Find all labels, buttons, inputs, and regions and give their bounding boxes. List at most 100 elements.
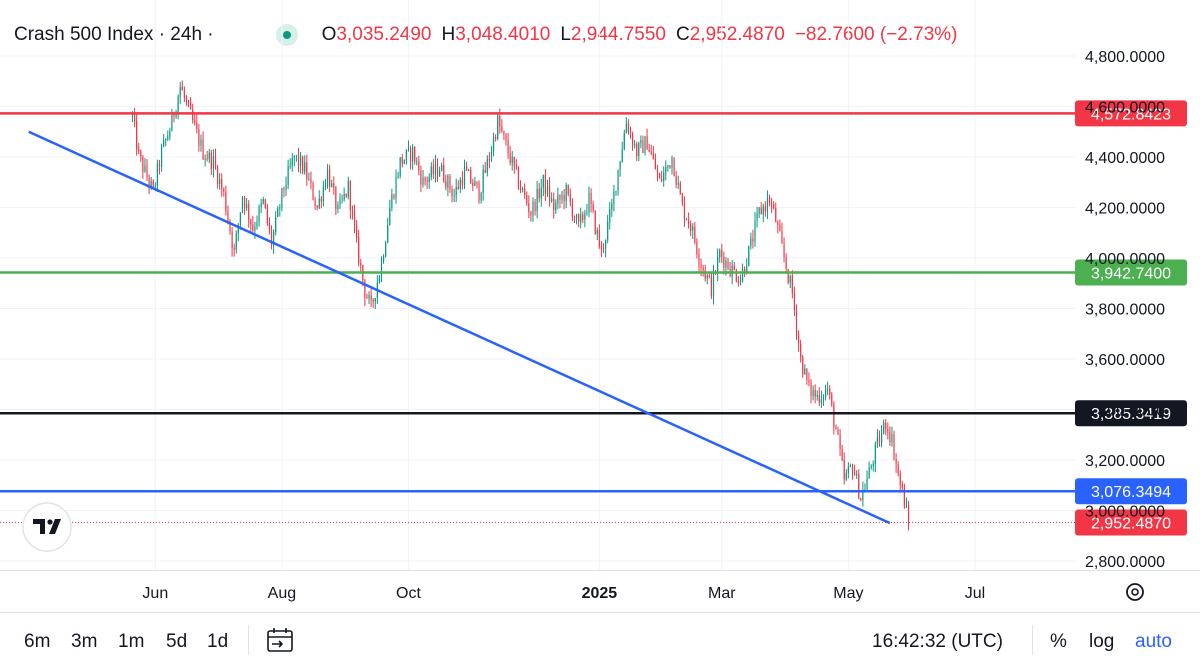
candle-body [723, 256, 725, 268]
candle-body [187, 101, 190, 103]
candle-body [501, 126, 503, 132]
candle-body [356, 225, 358, 237]
candle-body [505, 134, 507, 141]
range-3m-button[interactable]: 3m [71, 631, 98, 652]
candle-body [515, 165, 517, 168]
candle-body [739, 281, 742, 283]
candle-body [399, 157, 401, 177]
candle-body [403, 159, 405, 164]
trend-line[interactable] [28, 130, 891, 525]
price-label-badge [1075, 400, 1187, 427]
candle-body [488, 159, 490, 161]
candle-body [364, 280, 366, 298]
candle-body [329, 169, 331, 187]
candle-body [181, 86, 183, 91]
range-1m-button[interactable]: 1m [118, 631, 145, 652]
candle-body [530, 211, 532, 216]
candle-body [725, 260, 727, 268]
candle-body [694, 226, 696, 243]
candle-body [133, 113, 136, 122]
price-label-badge [1075, 478, 1187, 505]
candle-body [432, 166, 434, 175]
candle-body [744, 268, 746, 273]
auto-scale-toggle[interactable]: auto [1135, 631, 1172, 652]
market-status-icon [275, 24, 298, 46]
candle-body [546, 185, 549, 194]
candle-body [297, 155, 300, 166]
candle-body [225, 191, 227, 212]
candle-body [555, 202, 557, 211]
candle-body [812, 390, 814, 396]
candle-body [397, 176, 399, 178]
candle-body [584, 213, 586, 220]
candle-body [171, 112, 173, 132]
candle-body [380, 261, 383, 277]
candle-body [275, 216, 277, 232]
candle-body [492, 137, 495, 152]
range-5d-button[interactable]: 5d [166, 631, 188, 652]
candle-body [140, 151, 142, 157]
candle-body [619, 161, 621, 170]
candle-body [856, 473, 858, 476]
candle-body [441, 165, 443, 171]
chart-legend: Crash 500 Index · 24h · O 3,035.2490 H 3,0… [14, 22, 958, 48]
calendar-goto-icon[interactable] [266, 627, 296, 655]
candle-body [638, 143, 640, 156]
candle-body [302, 156, 304, 173]
range-6m-button[interactable]: 6m [24, 631, 51, 652]
log-scale-toggle[interactable]: log [1089, 631, 1115, 652]
candle-body [777, 221, 779, 225]
price-axis: 4,800.0000 4,600.0000 4,400.0000 4,200.0000… [1085, 49, 1165, 571]
candle-body [878, 437, 881, 443]
candle-body [640, 140, 642, 144]
symbol-title[interactable]: Crash 500 Index · 24h · [14, 24, 214, 45]
candle-body [470, 170, 472, 183]
candle-body [899, 473, 901, 485]
range-1d-button[interactable]: 1d [207, 631, 229, 652]
candle-body [378, 276, 381, 283]
candle-body [482, 169, 484, 193]
candle-body [897, 464, 899, 474]
candle-body [243, 196, 246, 209]
candle-body [795, 310, 798, 334]
candle-body [177, 96, 179, 113]
candle-body [461, 179, 464, 185]
candle-body [347, 181, 349, 197]
candle-body [561, 194, 563, 200]
candle-body [891, 434, 893, 442]
candle-body [248, 204, 250, 220]
candle-body [542, 174, 544, 188]
candle-body [860, 498, 862, 501]
candle-body [324, 186, 327, 188]
candle-body [652, 153, 654, 159]
candle-body [721, 250, 723, 257]
low-value: 2,944.7550 [570, 24, 666, 45]
candle-body [748, 245, 750, 267]
candle-body [281, 188, 283, 208]
price-label-text: 3,942.7400 [1091, 265, 1171, 282]
candle-body [233, 248, 235, 250]
candle-body [163, 140, 165, 147]
candle-body [223, 188, 225, 192]
clock-timezone[interactable]: 16:42:32 (UTC) [872, 631, 1003, 652]
candle-body [820, 398, 822, 403]
candle-body [131, 113, 134, 117]
candle-body [262, 199, 264, 204]
candle-body [414, 146, 416, 162]
candle-body [586, 212, 588, 214]
candle-body [602, 248, 605, 250]
candle-body [216, 166, 219, 184]
candle-body [231, 231, 233, 249]
candle-body [268, 222, 271, 230]
candle-body [797, 333, 800, 344]
price-tick-label: 4,600.0000 [1085, 100, 1165, 117]
settings-gear-icon[interactable] [1126, 583, 1144, 601]
candle-body [536, 188, 538, 212]
candle-body [710, 276, 713, 297]
candle-body [426, 180, 428, 182]
time-tick-label: Oct [396, 585, 421, 602]
candle-body [331, 183, 333, 187]
percent-scale-toggle[interactable]: % [1050, 631, 1067, 652]
candle-series [131, 80, 910, 531]
